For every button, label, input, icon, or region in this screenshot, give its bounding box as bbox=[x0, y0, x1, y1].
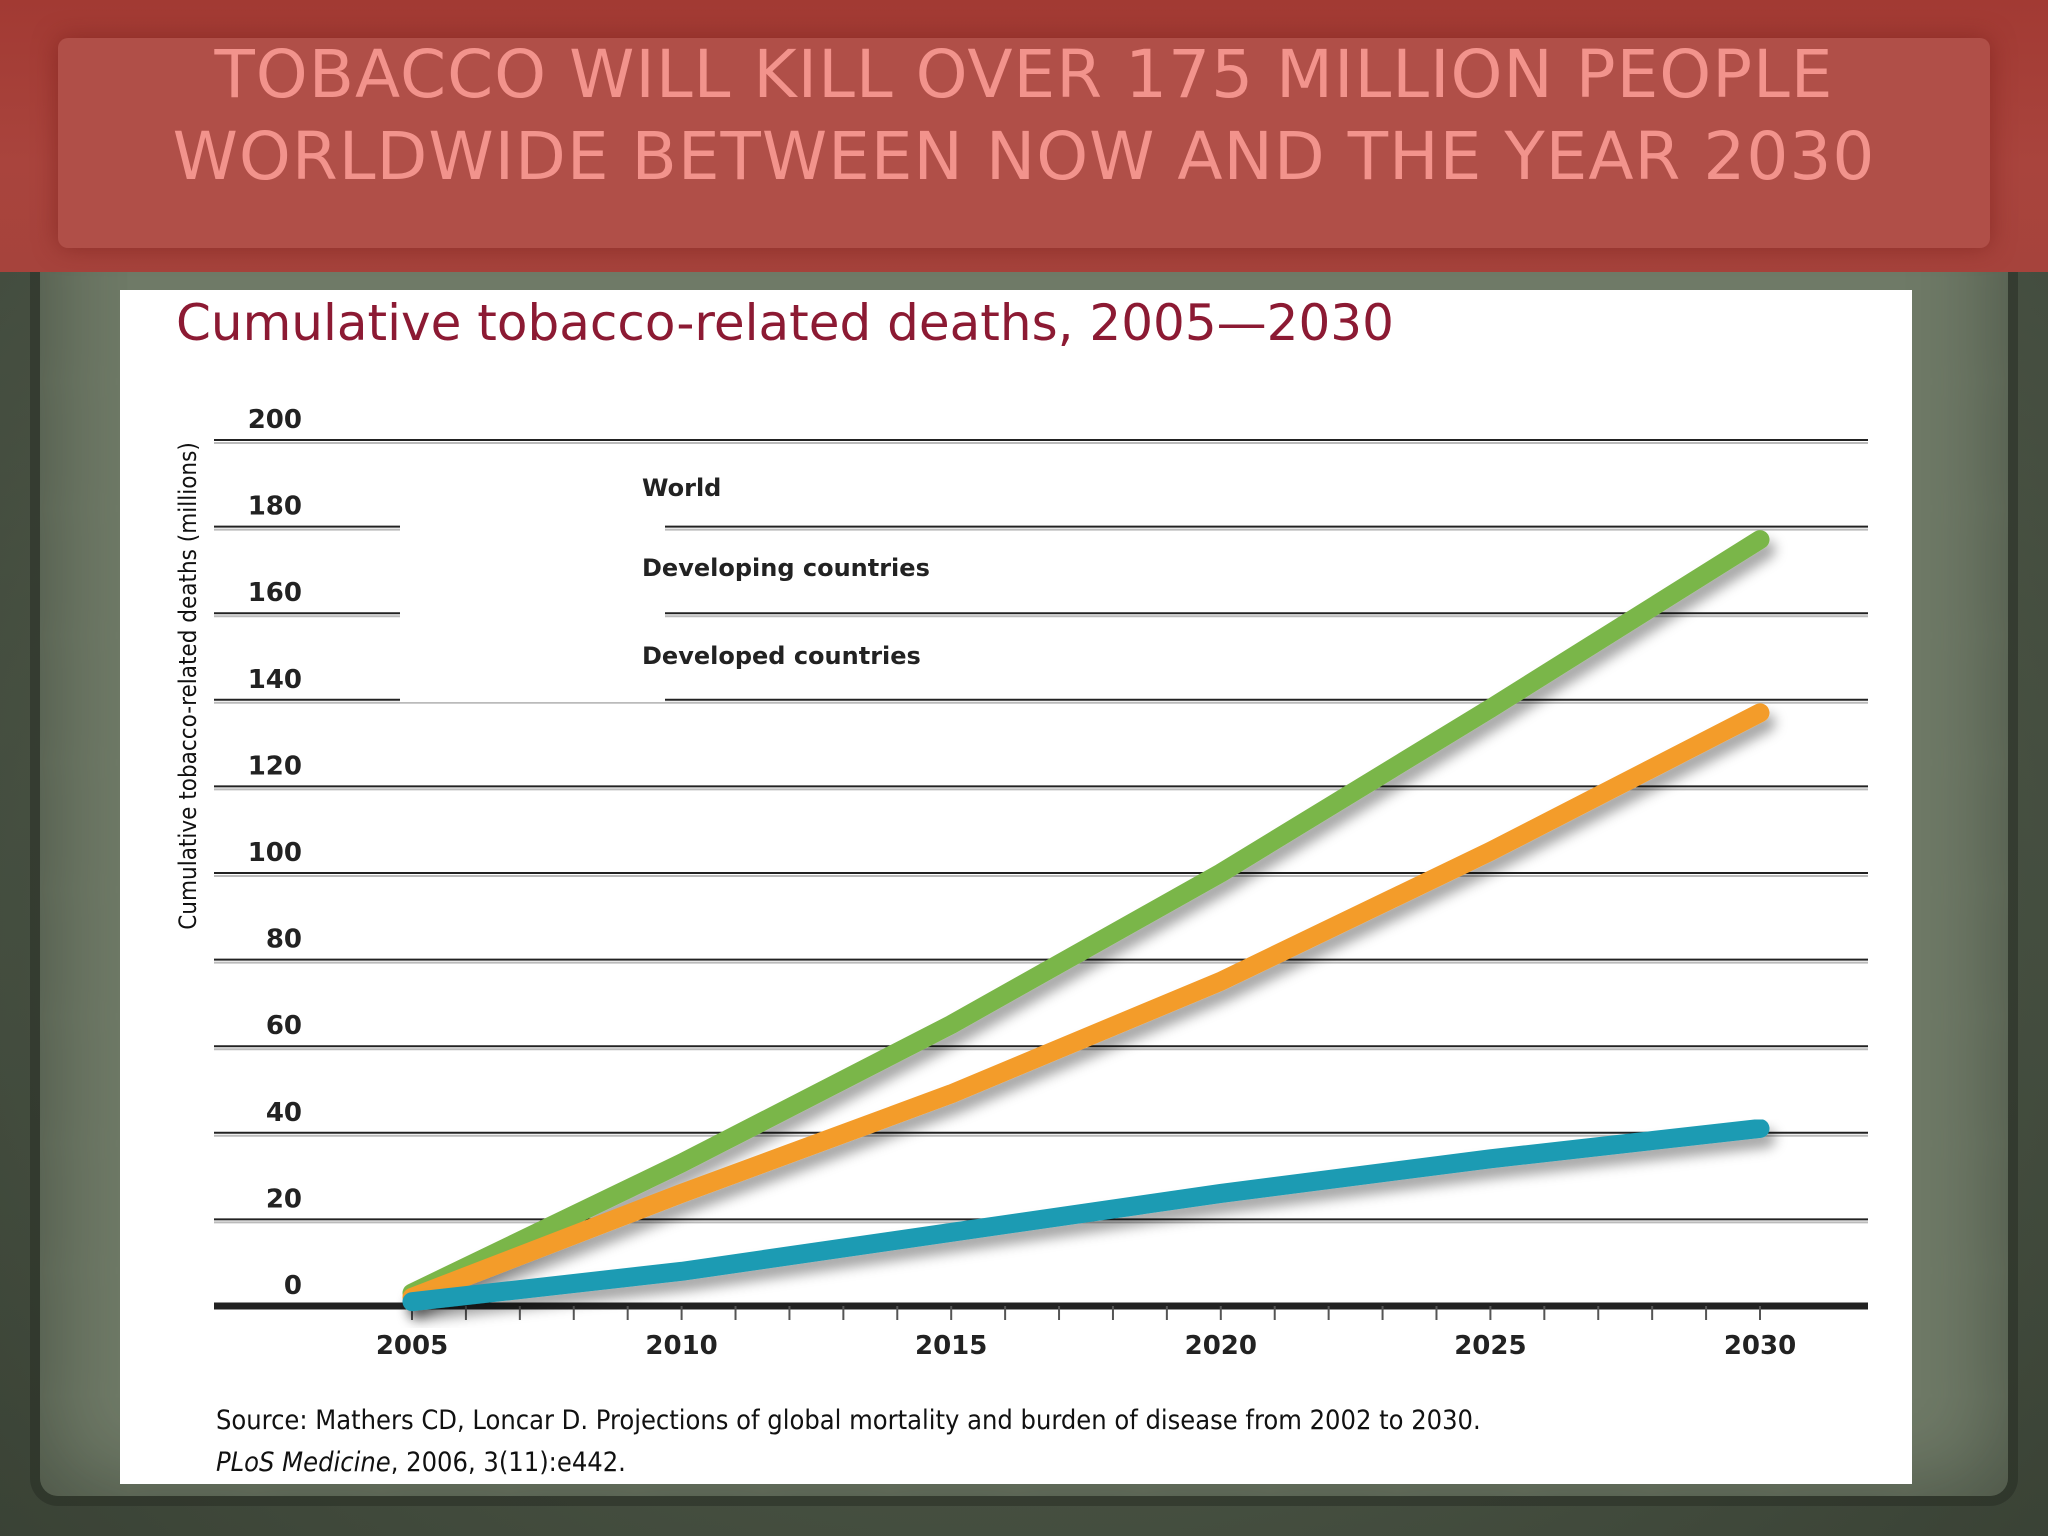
x-tick-label-2010: 2010 bbox=[645, 1331, 717, 1361]
legend-label-1: Developing countries bbox=[642, 554, 930, 582]
series-line-0 bbox=[402, 530, 1770, 1303]
x-tick-label-2025: 2025 bbox=[1454, 1331, 1526, 1361]
y-tick-label-100: 100 bbox=[248, 838, 302, 868]
legend-label-2: Developed countries bbox=[642, 642, 921, 670]
series-line-2 bbox=[402, 1118, 1770, 1312]
x-tick-label-2005: 2005 bbox=[376, 1331, 448, 1361]
source-journal: PLoS Medicine bbox=[216, 1447, 391, 1478]
y-tick-label-60: 60 bbox=[266, 1011, 302, 1041]
source-reference: , 2006, 3(11):e442. bbox=[390, 1447, 626, 1478]
y-tick-label-140: 140 bbox=[248, 665, 302, 695]
x-tick-label-2015: 2015 bbox=[915, 1331, 987, 1361]
chart-title: Cumulative tobacco-related deaths, 2005—… bbox=[176, 294, 1394, 352]
source-line-2: PLoS Medicine, 2006, 3(11):e442. bbox=[216, 1442, 1481, 1484]
y-axis-title: Cumulative tobacco-related deaths (milli… bbox=[174, 442, 202, 930]
y-tick-label-180: 180 bbox=[248, 492, 302, 522]
y-tick-label-20: 20 bbox=[266, 1184, 302, 1214]
title-panel bbox=[58, 38, 1990, 248]
y-tick-label-160: 160 bbox=[248, 578, 302, 608]
legend-label-0: World bbox=[642, 474, 721, 502]
y-tick-label-80: 80 bbox=[266, 925, 302, 955]
slide-title-line-2: WORLDWIDE BETWEEN NOW AND THE YEAR 2030 bbox=[172, 118, 1876, 195]
x-tick-label-2020: 2020 bbox=[1185, 1331, 1257, 1361]
x-tick-label-2030: 2030 bbox=[1724, 1331, 1796, 1361]
y-tick-label-200: 200 bbox=[248, 405, 302, 435]
y-tick-label-40: 40 bbox=[266, 1098, 302, 1128]
title-band bbox=[0, 0, 2048, 272]
y-tick-label-0: 0 bbox=[284, 1271, 302, 1301]
slide-title: TOBACCO WILL KILL OVER 175 MILLION PEOPL… bbox=[0, 34, 2048, 198]
source-citation: Source: Mathers CD, Loncar D. Projection… bbox=[216, 1400, 1481, 1484]
source-line-1: Source: Mathers CD, Loncar D. Projection… bbox=[216, 1405, 1481, 1436]
y-tick-label-120: 120 bbox=[248, 751, 302, 781]
series-line-1 bbox=[402, 703, 1770, 1307]
slide-title-line-1: TOBACCO WILL KILL OVER 175 MILLION PEOPL… bbox=[214, 36, 1834, 113]
